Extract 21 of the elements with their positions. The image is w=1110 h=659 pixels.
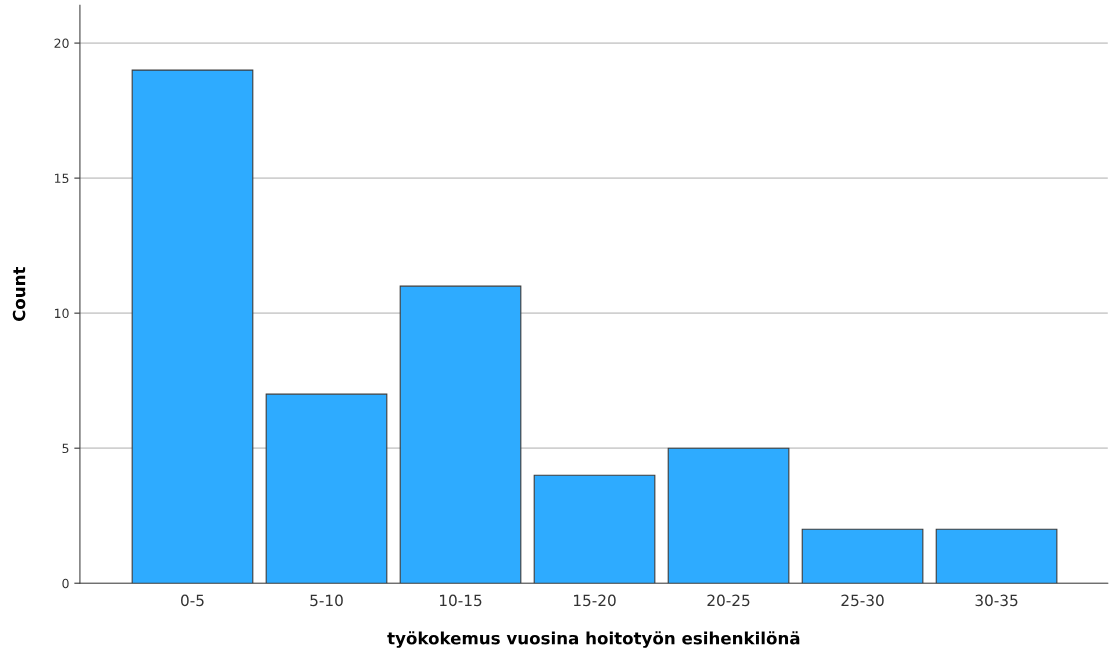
bar (131, 69, 254, 584)
bar (399, 285, 522, 584)
y-tick-label: 10 (54, 308, 69, 319)
x-tick-label: 30-35 (975, 594, 1018, 607)
x-tick-label: 20-25 (707, 594, 750, 607)
x-tick-label: 5-10 (310, 594, 343, 607)
bar (533, 474, 656, 584)
x-tick-label: 10-15 (439, 594, 482, 607)
bar (935, 528, 1058, 584)
x-tick-label: 0-5 (181, 594, 204, 607)
x-axis-title: työkokemus vuosina hoitotyön esihenkilönä (387, 631, 800, 648)
bar (667, 447, 790, 584)
x-tick-label: 25-30 (841, 594, 884, 607)
y-tick-label: 15 (54, 173, 69, 184)
y-tick-label: 5 (62, 443, 69, 454)
y-tick-label: 20 (54, 38, 69, 49)
y-axis-title: Count (12, 266, 26, 322)
bar (801, 528, 924, 584)
x-tick-label: 15-20 (574, 594, 616, 607)
bar (265, 393, 388, 584)
y-tick-label: 0 (62, 578, 69, 589)
